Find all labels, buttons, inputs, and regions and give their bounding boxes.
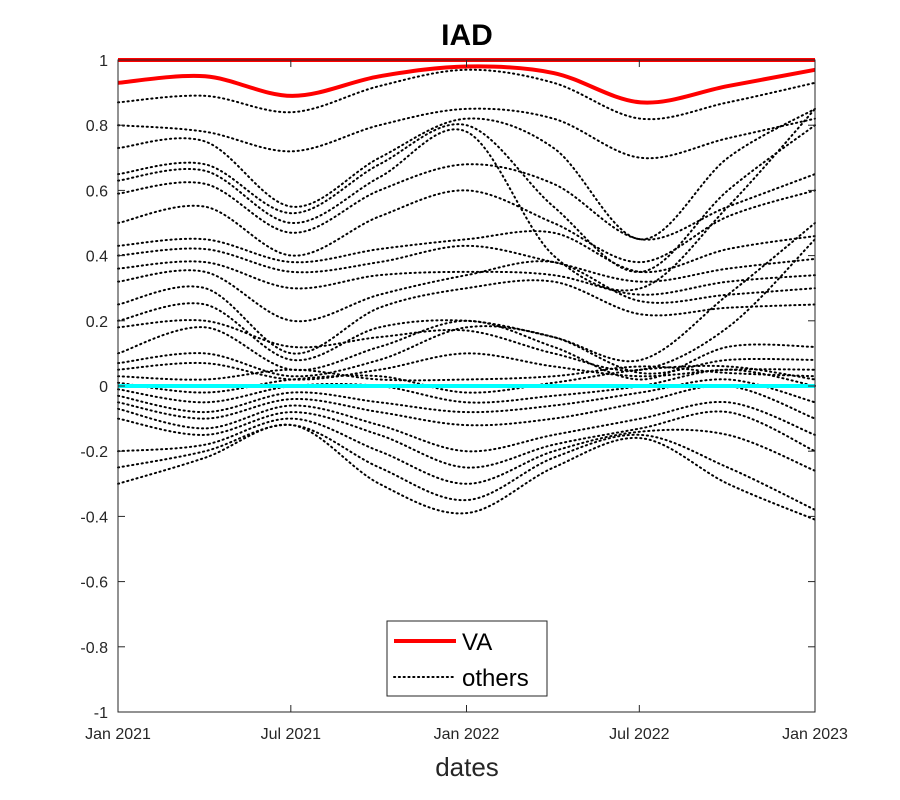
- others-series-line: [117, 123, 816, 273]
- others-series-line: [117, 368, 816, 404]
- ticks-group: -1 -0.8 -0.6 -0.4 -0.2 0 0.2 0.4 0.6 0.8 1 Jan 2021…: [80, 53, 848, 743]
- x-axis-label: dates: [435, 752, 499, 782]
- others-series-line: [117, 410, 816, 469]
- y-tick-label: 0.2: [86, 314, 108, 331]
- legend: VA others: [386, 620, 548, 697]
- y-tick-label: 1: [99, 53, 108, 70]
- others-series-line: [117, 423, 816, 511]
- y-tick-label: 0.4: [86, 249, 108, 266]
- others-series-line: [117, 384, 816, 427]
- others-series-line: [117, 400, 816, 453]
- others-series-line: [117, 189, 816, 264]
- y-tick-label: 0.8: [86, 118, 108, 135]
- others-series-line: [117, 378, 816, 414]
- others-series-line: [117, 238, 816, 372]
- others-series-group: [117, 68, 816, 521]
- y-tick-label: 0: [99, 379, 108, 396]
- others-series-line: [117, 244, 816, 283]
- x-tick-label: Jan 2021: [85, 726, 151, 743]
- legend-label-others: others: [462, 665, 529, 692]
- others-series-line: [117, 68, 816, 121]
- others-series-line: [117, 260, 816, 323]
- x-tick-label: Jul 2021: [261, 726, 322, 743]
- others-series-line: [117, 107, 816, 241]
- y-tick-label: -1: [94, 705, 108, 722]
- y-tick-label: 0.6: [86, 183, 108, 200]
- y-tick-label: -0.8: [80, 640, 108, 657]
- others-series-line: [117, 423, 816, 521]
- others-series-line: [117, 260, 816, 296]
- legend-box: [386, 620, 548, 697]
- y-tick-label: -0.6: [80, 575, 108, 592]
- x-tick-label: Jan 2023: [782, 726, 848, 743]
- others-series-line: [117, 319, 816, 381]
- legend-label-va: VA: [462, 629, 492, 656]
- others-series-line: [117, 163, 816, 241]
- others-series-line: [117, 107, 816, 292]
- others-series-line: [117, 417, 816, 485]
- y-tick-label: -0.4: [80, 509, 108, 526]
- others-series-line: [117, 365, 816, 382]
- others-series-line: [117, 279, 816, 355]
- x-tick-label: Jan 2022: [434, 726, 500, 743]
- chart-title: IAD: [441, 19, 493, 52]
- others-series-line: [117, 325, 816, 378]
- others-series-line: [117, 230, 816, 274]
- x-tick-label: Jul 2022: [609, 726, 670, 743]
- y-tick-label: -0.2: [80, 444, 108, 461]
- others-series-line: [117, 107, 816, 160]
- others-series-line: [117, 364, 816, 394]
